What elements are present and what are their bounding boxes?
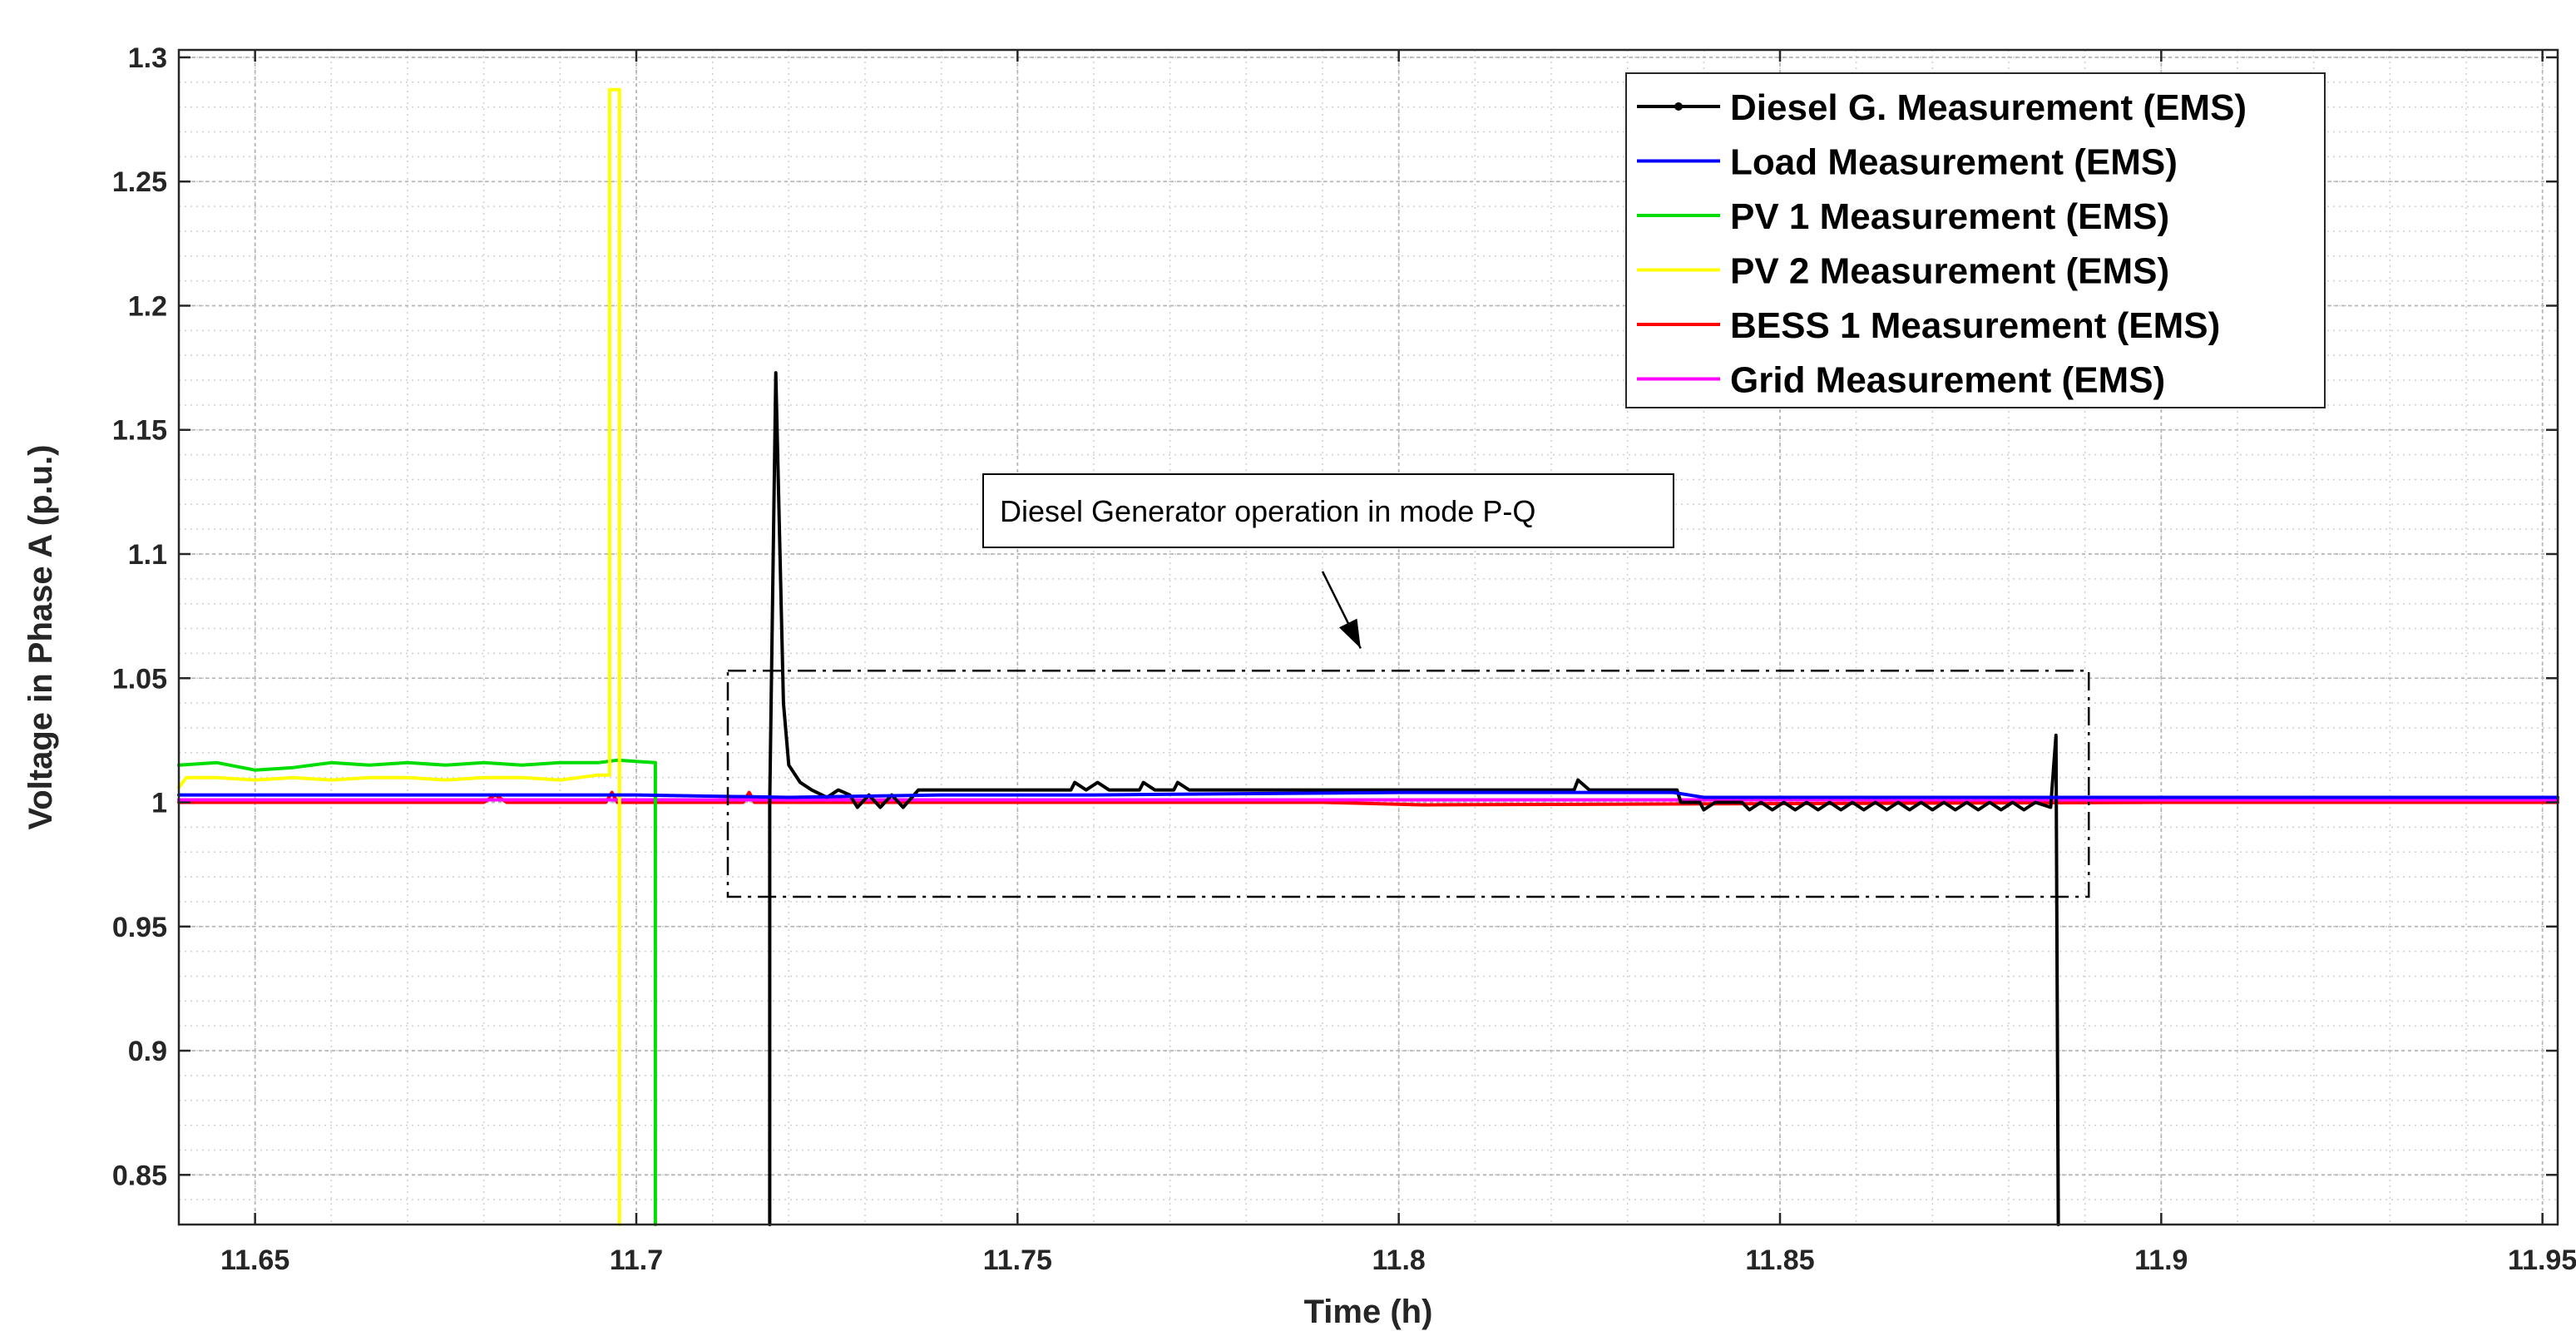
y-tick-label: 1 <box>151 788 167 819</box>
series-line-load-measurement-ems <box>177 790 2559 799</box>
x-tick-label: 11.8 <box>1372 1245 1426 1276</box>
legend-marker-dot <box>1674 102 1683 111</box>
x-tick-label: 11.9 <box>2134 1245 2188 1276</box>
y-axis-label: Voltage in Phase A (p.u.) <box>22 444 59 829</box>
annotation-label: Diesel Generator operation in mode P-Q <box>1000 494 1535 528</box>
major-grid <box>179 50 2558 1225</box>
x-tick-labels: 11.65 11.7 11.75 11.8 11.85 11.9 11.95 <box>220 1245 2576 1276</box>
y-tick-label: 0.85 <box>112 1160 167 1191</box>
highlight-box <box>726 670 2090 898</box>
x-axis-label: Time (h) <box>1304 1294 1433 1330</box>
x-tick-label: 11.65 <box>220 1245 289 1276</box>
legend-label-bess-1-measurement-ems: BESS 1 Measurement (EMS) <box>1730 305 2220 346</box>
x-tick-label: 11.95 <box>2508 1245 2576 1276</box>
y-tick-label: 1.15 <box>112 415 167 447</box>
annotation-label-box <box>982 473 1674 548</box>
axis-ticks <box>179 50 2558 1225</box>
legend-label-diesel-g-measurement-ems: Diesel G. Measurement (EMS) <box>1730 87 2247 128</box>
legend: Diesel G. Measurement (EMS) Load Measurem… <box>1625 72 2326 408</box>
plot-frame <box>177 48 2559 1226</box>
y-tick-label: 0.95 <box>112 912 167 943</box>
legend-label-grid-measurement-ems: Grid Measurement (EMS) <box>1730 360 2165 401</box>
annotation: Diesel Generator operation in mode P-Q <box>726 473 2090 898</box>
y-tick-label: 1.05 <box>112 663 167 695</box>
series-line-pv-2-measurement-ems <box>177 87 621 1226</box>
y-tick-label: 0.9 <box>128 1036 167 1067</box>
legend-label-pv-1-measurement-ems: PV 1 Measurement (EMS) <box>1730 196 2169 237</box>
legend-label-load-measurement-ems: Load Measurement (EMS) <box>1730 142 2178 183</box>
y-tick-label: 1.2 <box>128 290 167 322</box>
x-tick-label: 11.7 <box>610 1245 663 1276</box>
y-tick-labels: 0.85 0.9 0.95 1 1.05 1.1 1.15 1.2 1.25 1.3 <box>112 42 167 1191</box>
legend-box <box>1625 72 2326 408</box>
y-tick-label: 1.25 <box>112 166 167 198</box>
annotation-arrowhead <box>1338 618 1361 649</box>
legend-label-pv-2-measurement-ems: PV 2 Measurement (EMS) <box>1730 251 2169 292</box>
y-tick-label: 1.1 <box>128 539 167 571</box>
y-tick-label: 1.3 <box>128 42 167 74</box>
legend-entries: Diesel G. Measurement (EMS) Load Measurem… <box>1637 87 2247 401</box>
series-layer <box>177 87 2559 1226</box>
x-tick-label: 11.75 <box>983 1245 1052 1276</box>
x-tick-label: 11.85 <box>1745 1245 1814 1276</box>
